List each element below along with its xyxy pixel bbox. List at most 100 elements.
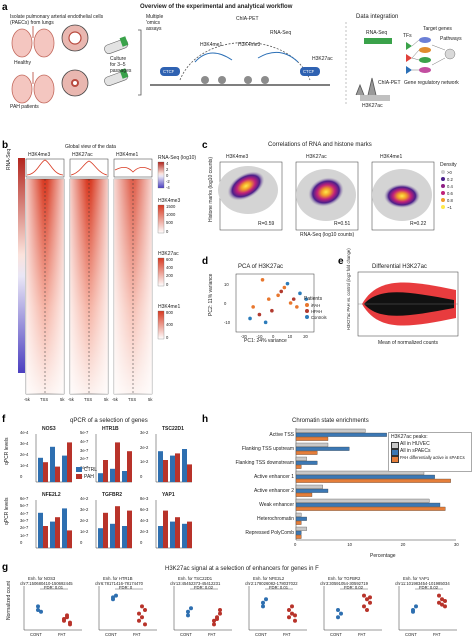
pca-point xyxy=(304,297,308,301)
pca-point xyxy=(291,297,296,301)
pca-point xyxy=(251,305,255,309)
g-dot-pat xyxy=(212,622,216,627)
qpcr-plot xyxy=(95,500,132,549)
d-legend-title: Patients xyxy=(304,296,323,302)
d-legend-3: Controls xyxy=(311,315,327,320)
g-dot-pat xyxy=(437,600,441,605)
pca-point xyxy=(260,278,265,282)
g-xlabel-cont: CONT xyxy=(330,632,342,637)
nucleosome-icons xyxy=(201,76,269,84)
qpcr-bar-pah xyxy=(43,462,48,482)
grn-label: Gene regulatory network xyxy=(404,80,459,86)
mark-label-h3k4me1: H3K4me1 xyxy=(200,42,223,48)
g-dot-pat xyxy=(440,597,444,602)
b-xtick-3a: -5k xyxy=(112,397,118,402)
b-xtick-1c: 5k xyxy=(60,397,65,402)
panel-a-intro-2: (PAECs) from lungs xyxy=(10,20,54,26)
h-bar xyxy=(295,502,441,507)
pca-ytick: -10 xyxy=(224,320,231,326)
h-legend-2: All in sPAECs xyxy=(400,448,431,454)
g-dot-pat xyxy=(218,611,222,616)
g-dot-pat xyxy=(440,602,444,607)
c-plot-3-r: R=0.22 xyxy=(410,221,427,227)
qpcr-plot xyxy=(35,500,72,549)
ctcf-icon xyxy=(160,67,320,76)
mark-label-h3k27ac: H3K27ac xyxy=(312,56,333,62)
qpcr-gene-name: HTR1B xyxy=(102,426,119,432)
g-xlabel-pat: PAT xyxy=(358,632,366,637)
qpcr-ytick: 2e-4 xyxy=(20,452,29,457)
qpcr-grid: NOS3 4e-4 3e-4 2e-4 1e-4 0 HTR1B 5e-7 4e-7 3e-7 2e… xyxy=(0,0,200,550)
b-legend-2-t3: 0 xyxy=(166,282,169,287)
panel-f-letter: f xyxy=(2,414,6,425)
g-dot-pat xyxy=(137,618,141,623)
g-plot-fdr: FDR: 0 xyxy=(119,585,133,590)
qpcr-ytick: 8e-3 xyxy=(140,496,149,501)
g-dot-pat xyxy=(368,595,372,600)
qpcr-bar-pah xyxy=(55,466,60,482)
g-xlabel-cont: CONT xyxy=(405,632,417,637)
d-ylabel: PC2: 11% variance xyxy=(208,273,214,316)
f-legend-pah-swatch xyxy=(76,474,82,479)
qpcr-bar-ctrl xyxy=(158,451,163,482)
b-legend-rna-t3: -2 xyxy=(166,179,170,184)
panel-b-title: Global view of the data xyxy=(65,144,116,150)
h-category-label: Flanking TSS downstream xyxy=(235,460,294,466)
qpcr-plot xyxy=(95,434,132,483)
g-plot-coords: chr3:30591054-30592719 xyxy=(320,581,368,586)
pca-point xyxy=(266,297,271,301)
g-plot xyxy=(23,586,82,631)
qpcr-ytick: 1e-7 xyxy=(20,532,29,538)
profile-plots xyxy=(25,158,153,178)
g-dot-pat xyxy=(368,600,372,605)
c-density-2: 0.4 xyxy=(447,184,453,189)
h-bar xyxy=(295,464,302,469)
g-plot-title: Enh. for NFE2L2 xyxy=(253,576,285,581)
qpcr-ytick: 0 xyxy=(20,474,23,479)
panel-a-title: Overview of the experimental and analyti… xyxy=(140,4,293,10)
panel-a-diagram xyxy=(11,22,456,105)
c-plot-2-name: H3K27ac xyxy=(306,154,327,160)
qpcr-ytick: 6e-7 xyxy=(20,496,29,501)
g-dot-pat xyxy=(362,593,366,598)
c-density-4: 0.8 xyxy=(447,198,453,203)
h-bar xyxy=(295,492,313,497)
h-xtick: 10 xyxy=(347,542,352,547)
h-xtick: 20 xyxy=(400,542,406,547)
g-plot-fdr: FDR: 0.01 xyxy=(44,585,64,590)
b-xtick-2a: -5k xyxy=(68,397,74,402)
b-xtick-3b: TSS xyxy=(128,397,137,402)
panel-f-title: qPCR of a selection of genes xyxy=(70,418,148,424)
g-plot-coords: chr13:45452373-45412231 xyxy=(170,581,221,586)
b-legend-1-title: H3K4me3 xyxy=(158,198,181,204)
pah-label: PAH patients xyxy=(10,104,39,110)
omics-label-1: Multiple xyxy=(146,14,164,20)
qpcr-bar-pah xyxy=(175,453,180,482)
h-bar xyxy=(295,506,446,511)
pca-plot xyxy=(235,273,315,333)
h-bar xyxy=(295,450,318,455)
h-legend-swatch-1 xyxy=(391,442,399,449)
culture-label-2: for 3–5 xyxy=(110,62,126,68)
d-legend-1: iPAH xyxy=(311,303,321,308)
b-legend-rna-title: RNA-Seq (log10) xyxy=(158,155,197,161)
h-bar xyxy=(295,446,350,451)
panel-b-letter: b xyxy=(2,140,9,151)
b-legend-1-t1: 1000 xyxy=(166,212,176,217)
c-xlabel: RNA-Seq (log10 counts) xyxy=(300,232,355,238)
g-dot-cont xyxy=(186,613,190,618)
qpcr-bar-pah xyxy=(187,521,192,548)
target-genes-label: Target genes xyxy=(423,26,452,32)
h-bar xyxy=(295,456,307,461)
g-plot-coords: chr7:150680410-150692445 xyxy=(20,581,73,586)
c-plot-3-name: H3K4me1 xyxy=(380,154,403,160)
h-category-label: Flanking TSS upstream xyxy=(241,446,294,452)
qpcr-bar-ctrl xyxy=(38,457,43,482)
g-dot-cont xyxy=(114,593,118,598)
qpcr-ytick: 1e-2 xyxy=(80,529,89,534)
qpcr-bar-ctrl xyxy=(170,455,175,482)
density-legend xyxy=(441,170,445,209)
h-xtick: 0 xyxy=(294,542,297,547)
healthy-lungs-icon xyxy=(11,26,55,58)
f-legend-ctrl-swatch xyxy=(76,467,82,472)
